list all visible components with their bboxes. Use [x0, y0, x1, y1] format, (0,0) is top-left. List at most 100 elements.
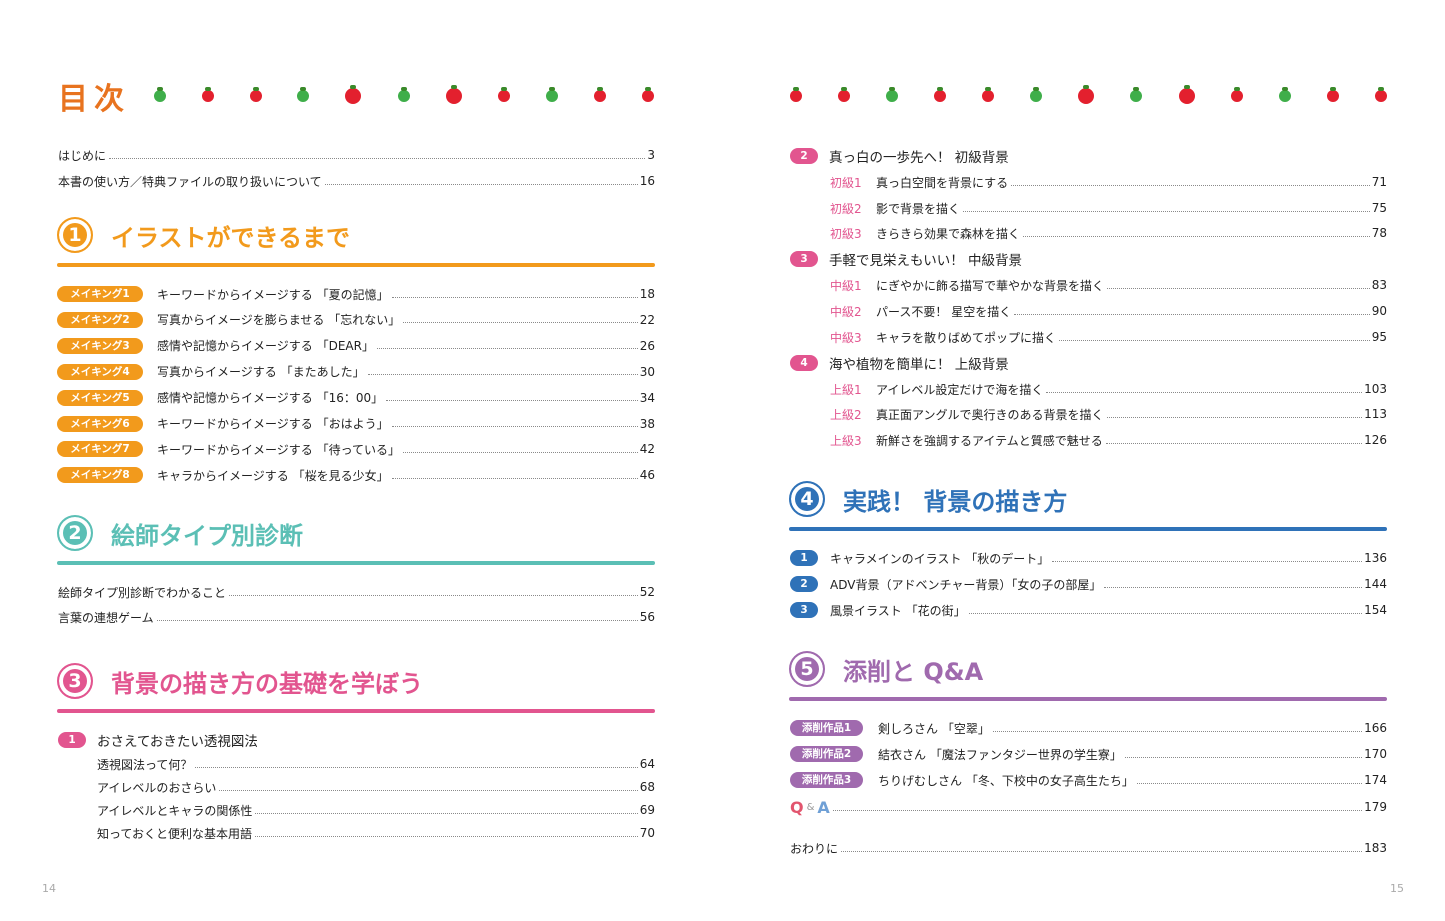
- toc-entry[interactable]: メイキング7 キーワードからイメージする 「待っている」 42: [57, 440, 655, 458]
- toc-entry[interactable]: 言葉の連想ゲーム 56: [58, 608, 655, 626]
- tomato-red-icon: [1375, 87, 1387, 102]
- toc-entry-outro[interactable]: おわりに 183: [790, 839, 1387, 857]
- toc-entry[interactable]: メイキング1 キーワードからイメージする 「夏の記憶」 18: [57, 285, 655, 303]
- toc-entry[interactable]: 初級3 きらきら効果で森林を描く 78: [830, 224, 1387, 242]
- dot-leader: [156, 619, 638, 621]
- subsection-header[interactable]: 4 海や植物を簡単に！ 上級背景: [790, 354, 1387, 373]
- toc-entry[interactable]: 上級3 新鮮さを強調するアイテムと質感で魅せる 126: [830, 431, 1387, 449]
- entry-title: キャラからイメージする 「桜を見る少女」: [157, 468, 389, 483]
- entry-title: アイレベル設定だけで海を描く: [876, 382, 1044, 397]
- page-number: 126: [1364, 433, 1387, 447]
- dot-leader: [1014, 313, 1370, 315]
- section-2-header[interactable]: 2 絵師タイプ別診断: [57, 513, 303, 553]
- toc-entry-usage[interactable]: 本書の使い方／特典ファイルの取り扱いについて 16: [58, 172, 655, 190]
- making-badge: メイキング7: [57, 441, 143, 458]
- toc-entry[interactable]: 添削作品1 剣しろさん 「空翠」 166: [790, 719, 1387, 737]
- toc-entry-intro[interactable]: はじめに 3: [58, 146, 655, 164]
- entry-title: 真正面アングルで奥行きのある背景を描く: [876, 407, 1104, 422]
- page-number: 52: [639, 585, 655, 599]
- toc-entry[interactable]: 1 キャラメインのイラスト 「秋のデート」 136: [790, 549, 1387, 567]
- subsection-header[interactable]: 3 手軽で見栄えもいい！ 中級背景: [790, 250, 1387, 269]
- toc-entry[interactable]: メイキング8 キャラからイメージする 「桜を見る少女」 46: [57, 466, 655, 484]
- chapter-number-badge: 3: [790, 602, 818, 618]
- entry-title: キャラを散りばめてポップに描く: [876, 330, 1057, 345]
- toc-title: 目次: [58, 82, 130, 117]
- page-number: 64: [639, 757, 655, 771]
- making-badge: メイキング4: [57, 363, 143, 380]
- dot-leader: [255, 835, 638, 837]
- entry-title: ちりげむしさん 「冬、下校中の女子高生たち」: [878, 773, 1134, 788]
- toc-entry[interactable]: 中級2 パース不要！ 星空を描く 90: [830, 302, 1387, 320]
- dot-leader: [1046, 391, 1363, 393]
- page-number: 136: [1364, 551, 1387, 565]
- dot-leader: [376, 348, 638, 350]
- making-badge: メイキング3: [57, 337, 143, 354]
- toc-entry[interactable]: 初級1 真っ白空間を背景にする 71: [830, 173, 1387, 191]
- section-number-badge: 4: [789, 481, 825, 517]
- tomato-red-icon: [838, 87, 850, 102]
- entry-title: はじめに: [58, 148, 107, 163]
- making-badge: メイキング6: [57, 415, 143, 432]
- entry-title: 感情や記憶からイメージする 「16：00」: [157, 391, 384, 406]
- section-3-header[interactable]: 3 背景の描き方の基礎を学ぼう: [57, 661, 423, 701]
- toc-entry[interactable]: アイレベルのおさらい 68: [97, 778, 655, 796]
- dot-leader: [968, 612, 1363, 614]
- page-number: 16: [639, 174, 655, 188]
- toc-entry[interactable]: 初級2 影で背景を描く 75: [830, 199, 1387, 217]
- section-5-header[interactable]: 5 添削と Q&A: [789, 649, 983, 689]
- qa-ampersand: &: [806, 801, 815, 813]
- page-number: 69: [639, 803, 655, 817]
- toc-entry[interactable]: 3 風景イラスト 「花の街」 154: [790, 601, 1387, 619]
- tomato-red-icon: [1179, 85, 1195, 104]
- toc-entry[interactable]: 中級3 キャラを散りばめてポップに描く 95: [830, 328, 1387, 346]
- dot-leader: [1124, 756, 1363, 758]
- toc-entry[interactable]: 知っておくと便利な基本用語 70: [97, 824, 655, 842]
- entry-title: キャラメインのイラスト 「秋のデート」: [830, 551, 1050, 566]
- subsection-header[interactable]: 2 真っ白の一歩先へ！ 初級背景: [790, 147, 1387, 166]
- entry-title: 風景イラスト 「花の街」: [830, 603, 966, 618]
- toc-entry-qa[interactable]: Q & A 179: [790, 797, 1387, 817]
- subsection-header[interactable]: 1 おさえておきたい透視図法: [58, 731, 655, 750]
- dot-leader: [391, 477, 638, 479]
- section-number-badge: 2: [57, 515, 93, 551]
- toc-entry[interactable]: 透視図法って何？ 64: [97, 755, 655, 773]
- dot-leader: [1106, 416, 1363, 418]
- toc-entry[interactable]: メイキング2 写真からイメージを膨らませる 「忘れない」 22: [57, 311, 655, 329]
- page-number-left: 14: [42, 882, 56, 895]
- dot-leader: [386, 400, 638, 402]
- toc-entry[interactable]: メイキング3 感情や記憶からイメージする 「DEAR」 26: [57, 337, 655, 355]
- page-number: 38: [639, 416, 655, 431]
- toc-entry[interactable]: 添削作品2 結衣さん 「魔法ファンタジー世界の学生寮」 170: [790, 745, 1387, 763]
- entry-title: 写真からイメージを膨らませる 「忘れない」: [157, 313, 401, 328]
- toc-entry[interactable]: メイキング5 感情や記憶からイメージする 「16：00」 34: [57, 389, 655, 407]
- subsection-title: 手軽で見栄えもいい！ 中級背景: [829, 253, 1023, 269]
- section-title: 背景の描き方の基礎を学ぼう: [111, 669, 423, 698]
- entry-title: キーワードからイメージする 「夏の記憶」: [157, 287, 389, 302]
- page-number: 46: [639, 468, 655, 483]
- toc-entry[interactable]: 中級1 にぎやかに飾る描写で華やかな背景を描く 83: [830, 276, 1387, 294]
- entry-title: アイレベルとキャラの関係性: [97, 803, 253, 818]
- entry-title: きらきら効果で森林を描く: [876, 226, 1021, 241]
- toc-entry[interactable]: メイキング6 キーワードからイメージする 「おはよう」 38: [57, 415, 655, 433]
- dot-leader: [963, 210, 1370, 212]
- entry-title: 知っておくと便利な基本用語: [97, 826, 253, 841]
- toc-entry[interactable]: 絵師タイプ別診断でわかること 52: [58, 583, 655, 601]
- level-label: 初級1: [830, 175, 862, 190]
- section-4-header[interactable]: 4 実践！ 背景の描き方: [789, 479, 1067, 519]
- section-title: 絵師タイプ別診断: [111, 521, 303, 550]
- toc-entry[interactable]: 2 ADV背景（アドベンチャー背景）「女の子の部屋」 144: [790, 575, 1387, 593]
- dot-leader: [391, 296, 638, 298]
- toc-entry[interactable]: 添削作品3 ちりげむしさん 「冬、下校中の女子高生たち」 174: [790, 771, 1387, 789]
- page-number: 103: [1364, 382, 1387, 396]
- toc-entry[interactable]: アイレベルとキャラの関係性 69: [97, 801, 655, 819]
- toc-entry[interactable]: 上級1 アイレベル設定だけで海を描く 103: [830, 380, 1387, 398]
- toc-entry[interactable]: メイキング4 写真からイメージする 「またあした」 30: [57, 363, 655, 381]
- section-divider: [789, 527, 1387, 531]
- toc-entry[interactable]: 上級2 真正面アングルで奥行きのある背景を描く 113: [830, 405, 1387, 423]
- page-number: 3: [647, 148, 655, 162]
- section-number-badge: 1: [57, 217, 93, 253]
- tomato-green-icon: [546, 87, 558, 102]
- section-1-header[interactable]: 1 イラストができるまで: [57, 215, 350, 255]
- page-number: 166: [1364, 721, 1387, 735]
- dot-leader: [1011, 184, 1370, 186]
